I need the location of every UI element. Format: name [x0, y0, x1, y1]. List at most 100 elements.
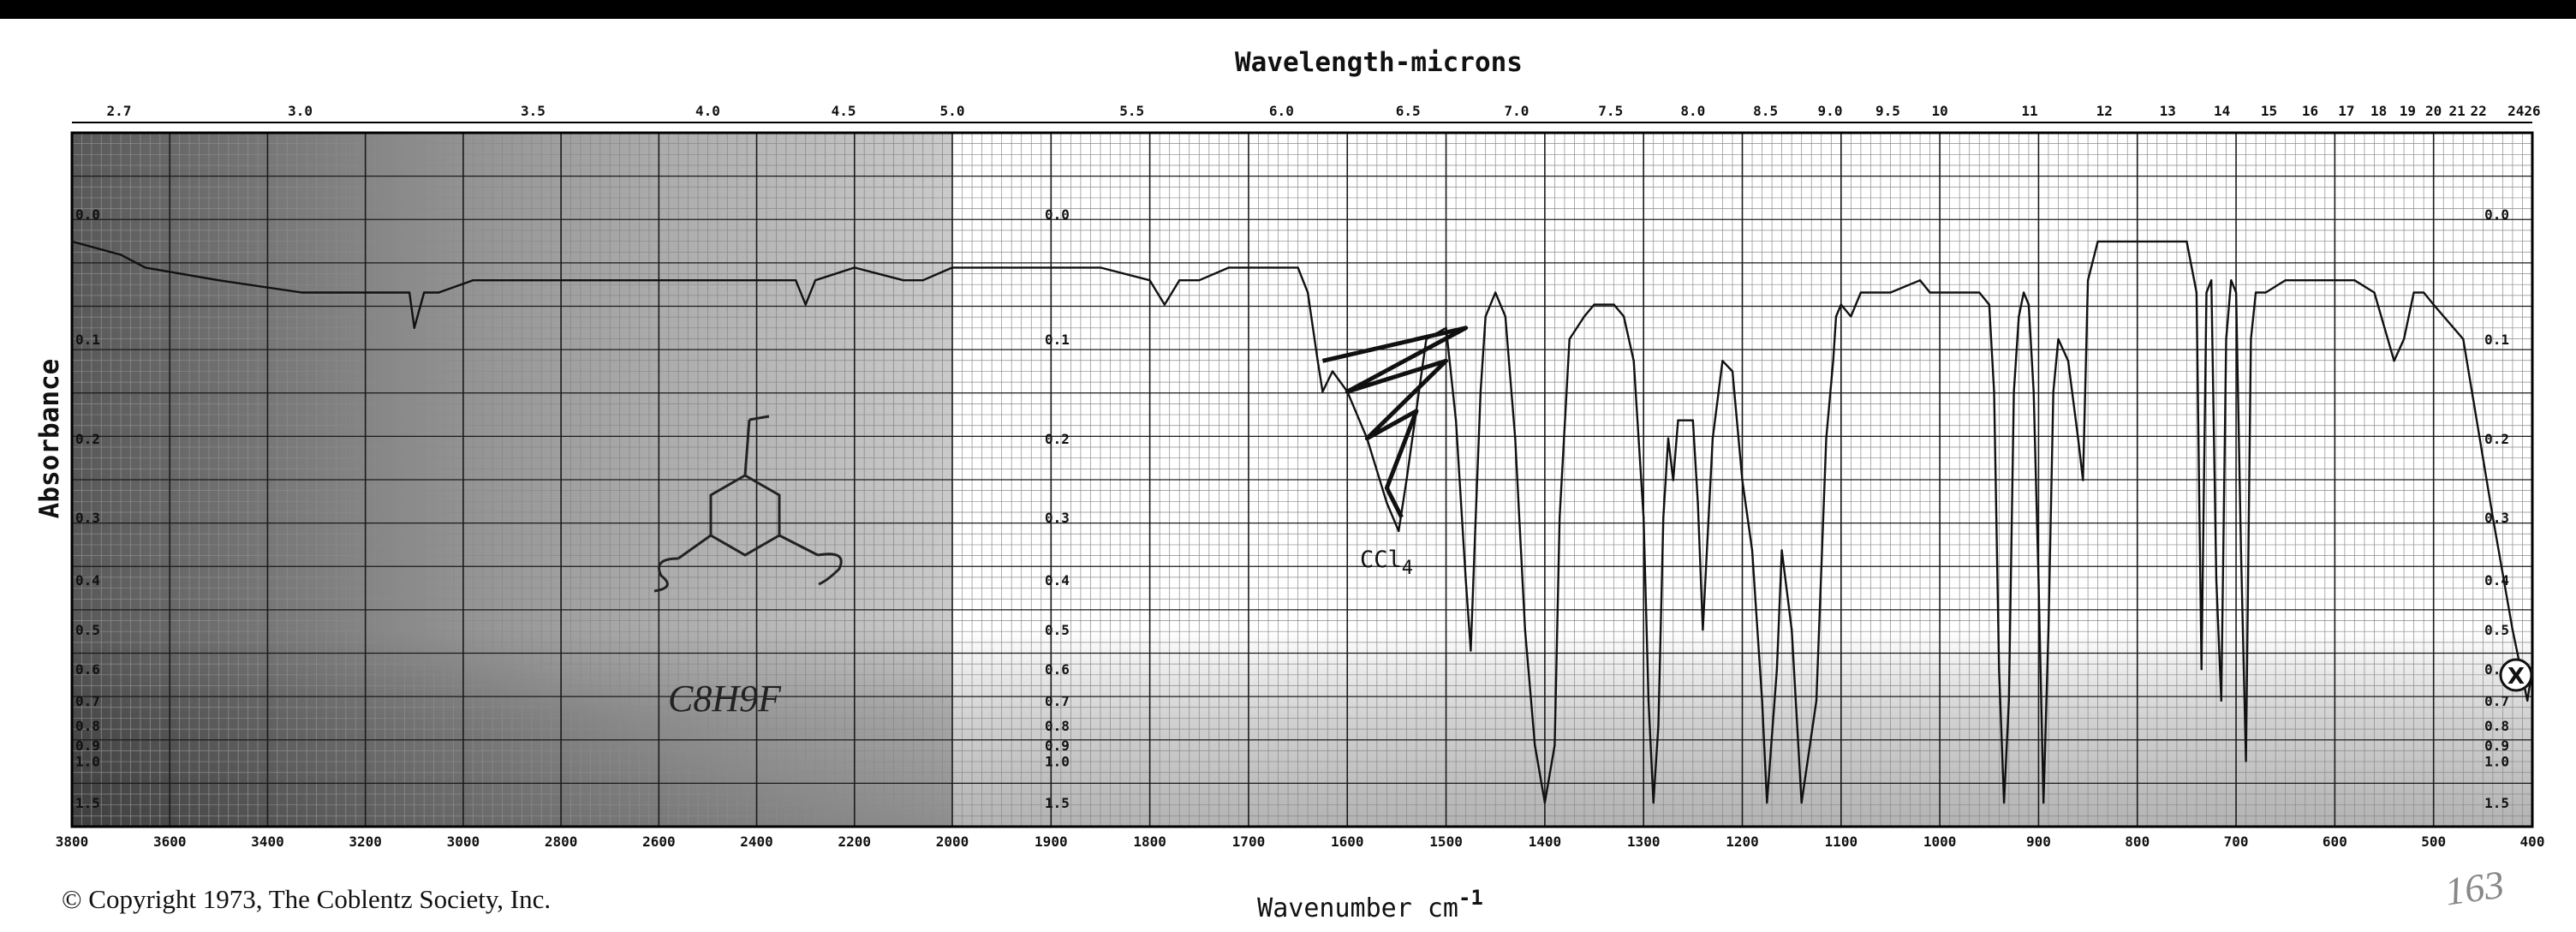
spectrum-point — [1398, 529, 1400, 533]
y-tick-label: 0.0 — [2484, 206, 2509, 223]
spectrum-point — [1504, 315, 1506, 318]
y-tick-label: 0.8 — [2484, 718, 2509, 734]
x-tick-label: 1500 — [1429, 833, 1463, 850]
spectrum-point — [119, 254, 122, 256]
spectrum-point — [1834, 315, 1838, 318]
x-tick-label: 900 — [2026, 833, 2051, 850]
solvent-label-subscript: 4 — [1402, 558, 1413, 579]
spectrum-point — [2185, 240, 2188, 243]
spectrum-point — [1632, 360, 1635, 362]
x-tick-label: 800 — [2125, 833, 2150, 850]
spectrum-point — [1775, 668, 1779, 671]
fine-grid — [72, 132, 2532, 827]
spectrum-point — [2264, 291, 2267, 294]
spectrum-point — [1474, 516, 1477, 519]
spectrum-point — [1366, 437, 1368, 440]
spectrum-point — [1247, 266, 1250, 269]
spectrum-point — [1267, 266, 1270, 269]
spectrum-point — [1148, 278, 1151, 282]
top-axis-tick-labels: 2.7 3.0 3.5 4.0 4.5 5.0 5.5 6.0 6.5 7.0 7.5 8.0 8.5 9… — [107, 103, 2541, 119]
left-y-tick-labels: 0.0 0.1 0.2 0.3 0.4 0.5 0.6 0.7 0.8 0.91.0 1.5 — [75, 206, 100, 811]
x-tick-label: 3600 — [153, 833, 187, 850]
y-tick-label: 0.4 — [75, 572, 100, 588]
spectrum-point — [1998, 668, 2001, 671]
top-tick-label: 16 — [2302, 103, 2318, 119]
spectrum-point — [1227, 266, 1231, 269]
spectrum-point — [1672, 479, 1674, 481]
spectrum-point — [2334, 278, 2336, 282]
y-tick-label: 0.8 — [1045, 718, 1070, 734]
spectrum-point — [2042, 801, 2045, 804]
spectrum-point — [1832, 360, 1834, 362]
x-axis-label-exponent: -1 — [1458, 886, 1483, 910]
top-tick-label: 26 — [2524, 103, 2540, 119]
spectrum-point — [423, 291, 426, 294]
spectrum-point — [804, 303, 807, 306]
spectrum-point — [2412, 291, 2415, 294]
spectrum-point — [658, 278, 660, 282]
spectrum-point — [1316, 360, 1319, 362]
spectrum-point — [1425, 338, 1428, 341]
spectrum-point — [1178, 278, 1181, 282]
plot-frame — [70, 131, 2534, 828]
top-tick-label: 8.0 — [1680, 103, 1705, 119]
top-tick-label: 24 — [2507, 103, 2524, 119]
spectrum-point — [2077, 437, 2079, 440]
spectrum-point — [1711, 437, 1714, 440]
x-tick-label: 1400 — [1529, 833, 1562, 850]
spectrum-point — [1622, 315, 1625, 318]
spectrum-point — [144, 266, 146, 269]
x-tick-label: 700 — [2224, 833, 2249, 850]
x-tick-label: 1900 — [1035, 833, 1068, 850]
top-tick-label: 20 — [2425, 103, 2442, 119]
spectrum-point — [1479, 390, 1482, 393]
top-tick-label: 2.7 — [107, 103, 132, 119]
spectrum-point — [1000, 266, 1003, 269]
spectrum-point — [2422, 291, 2425, 294]
spectrum-point — [1464, 578, 1467, 582]
y-tick-label: 0.7 — [2484, 693, 2509, 709]
x-tick-label: 2200 — [838, 833, 872, 850]
top-tick-label: 9.0 — [1818, 103, 1843, 119]
spectrum-point — [2462, 338, 2465, 341]
spectrum-point — [1405, 479, 1408, 481]
y-tick-label: 0.5 — [1045, 622, 1070, 638]
y-tick-label: 0.0 — [75, 206, 100, 223]
spectrum-point — [1978, 291, 1981, 294]
spectrum-point — [1859, 291, 1863, 294]
spectrum-point — [2096, 240, 2099, 243]
spectrum-point — [2215, 578, 2218, 582]
spectrum-point — [2136, 240, 2138, 243]
spectrum-point — [1766, 801, 1768, 804]
y-tick-label: 1.5 — [75, 795, 100, 811]
spectrum-point — [1647, 699, 1650, 702]
top-tick-label: 18 — [2370, 103, 2387, 119]
x-tick-label: 1700 — [1232, 833, 1266, 850]
x-tick-label: 1100 — [1825, 833, 1858, 850]
spectrum-point — [1445, 326, 1447, 329]
x-tick-label: 600 — [2323, 833, 2347, 850]
lower-shaded-band — [72, 630, 2532, 827]
spectrum-point — [1386, 501, 1388, 505]
spectrum-point — [1929, 291, 1931, 294]
spectrum-point — [609, 278, 611, 282]
spectrum-point — [1198, 278, 1201, 282]
spectrum-point — [1494, 291, 1497, 294]
spectrum-point — [486, 278, 489, 282]
y-axis-label: Absorbance — [34, 359, 65, 519]
spectrum-point — [559, 278, 563, 282]
spectrum-point — [1667, 437, 1670, 440]
spectrum-point — [2022, 291, 2025, 294]
y-tick-label: 0.5 — [75, 622, 100, 638]
spectrum-point — [2491, 516, 2495, 519]
x-tick-label: 3800 — [56, 833, 89, 850]
spectrum-point — [1593, 303, 1595, 306]
y-tick-label: 0.9 — [75, 738, 100, 754]
top-tick-label: 4.5 — [832, 103, 856, 119]
spectrum-point — [2156, 240, 2159, 243]
spectrum-point — [1741, 479, 1744, 481]
spectrum-point — [1790, 628, 1793, 631]
y-tick-label: 1.5 — [2484, 795, 2509, 811]
spectrum-point — [2047, 628, 2050, 631]
spectrum-point — [1558, 516, 1561, 519]
